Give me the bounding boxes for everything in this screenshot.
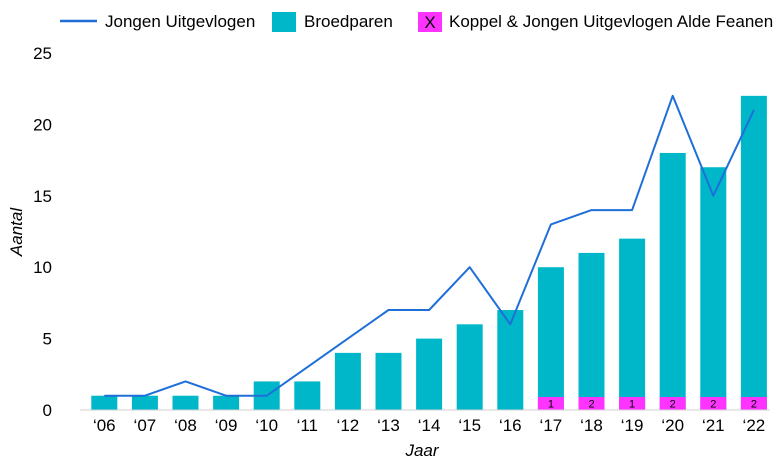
bar [375,352,402,410]
x-tick-label: ‘17 [540,416,563,435]
bar [213,395,240,410]
bar [456,324,483,410]
bar [131,395,158,410]
x-tick-label: ‘16 [499,416,522,435]
bar [700,167,727,410]
y-tick-label: 0 [43,401,52,420]
x-tick-label: ‘15 [458,416,481,435]
legend-label-segment: Koppel & Jongen Uitgevlogen Alde Feanen [449,12,773,31]
segment-label: 1 [548,399,554,411]
x-tick-label: ‘11 [297,416,318,435]
x-tick-label: ‘10 [255,416,278,435]
y-tick-label: 25 [33,44,52,63]
bar-segment [700,397,727,410]
segment-label: 1 [629,399,635,411]
x-tick-label: ‘08 [174,416,197,435]
legend-segment-marker: X [424,13,435,32]
x-tick-label: ‘12 [337,416,360,435]
bar-segment [740,397,767,410]
y-axis: 0 5 10 15 20 25 [33,44,52,420]
y-tick-label: 5 [43,330,52,349]
segment-label: 2 [588,399,594,411]
x-axis-title: Jaar [404,441,439,460]
bar [619,238,646,410]
bar [659,152,686,410]
segments: 1 2 1 2 2 2 [537,397,767,411]
x-tick-label: ‘21 [702,416,725,435]
bar [537,267,564,410]
bars [91,95,767,410]
bar [497,310,524,410]
segment-label: 2 [751,399,757,411]
segment-label: 2 [670,399,676,411]
x-tick-label: ‘19 [621,416,644,435]
y-tick-label: 20 [33,115,52,134]
bar [416,338,443,410]
legend-label-line: Jongen Uitgevlogen [105,12,255,31]
bar [740,95,767,410]
x-axis: ‘06 ‘07 ‘08 ‘09 ‘10 ‘11 ‘12 ‘13 ‘14 ‘15 ‘16 ‘17 ‘18 ‘… [93,416,765,435]
bar-segment [619,397,646,410]
legend-label-bars: Broedparen [304,12,393,31]
x-tick-label: ‘22 [743,416,766,435]
x-tick-label: ‘18 [580,416,603,435]
x-tick-label: ‘20 [661,416,684,435]
line-series-path [104,94,755,397]
line-series [104,94,755,397]
x-tick-label: ‘09 [215,416,238,435]
bar [294,381,321,410]
x-tick-label: ‘07 [134,416,157,435]
y-tick-label: 15 [33,187,52,206]
bar [172,395,199,410]
y-axis-title: Aantal [7,207,26,257]
bar [578,252,605,410]
x-tick-label: ‘14 [418,416,441,435]
bar-segment [578,397,605,410]
legend-segment-swatch [418,12,442,32]
segment-label: 2 [710,399,716,411]
x-tick-label: ‘06 [93,416,116,435]
legend: Jongen Uitgevlogen Broedparen X Koppel &… [60,12,773,32]
y-tick-label: 10 [33,258,52,277]
legend-bar-swatch [272,12,296,32]
bar [91,395,118,410]
bar-segment [537,397,564,410]
bar [334,352,361,410]
x-tick-label: ‘13 [377,416,400,435]
bar-segment [659,397,686,410]
